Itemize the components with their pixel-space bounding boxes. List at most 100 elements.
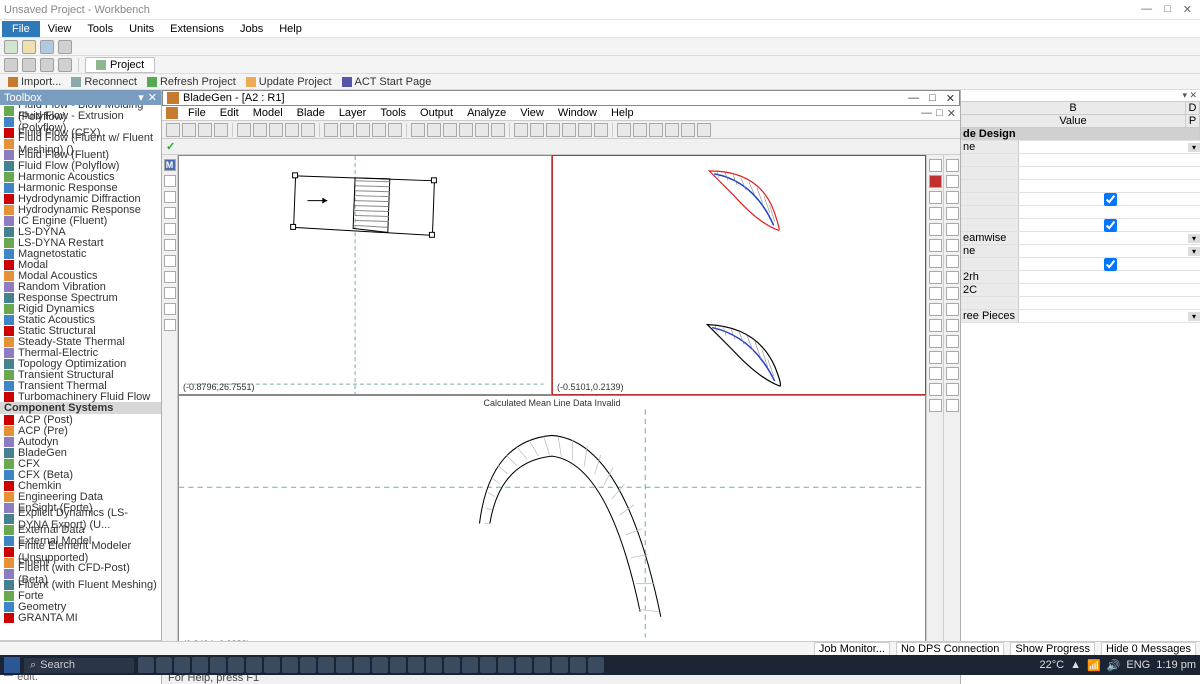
- toolbox-item[interactable]: Transient Structural: [0, 369, 161, 380]
- toolbox-item[interactable]: CFX: [0, 458, 161, 469]
- right-rail-icon[interactable]: [929, 303, 942, 316]
- toolbox-item[interactable]: Modal Acoustics: [0, 270, 161, 281]
- menu-extensions[interactable]: Extensions: [162, 21, 232, 37]
- menu-file[interactable]: File: [2, 21, 40, 37]
- bg-toolbar-icon[interactable]: [491, 123, 505, 137]
- left-rail-icon[interactable]: [164, 255, 176, 267]
- check-icon[interactable]: ✓: [166, 140, 175, 153]
- bg-toolbar-icon[interactable]: [198, 123, 212, 137]
- taskbar-app[interactable]: [426, 657, 442, 673]
- property-row[interactable]: ne▾: [961, 245, 1200, 258]
- bg-toolbar-icon[interactable]: [546, 123, 560, 137]
- left-rail-icon[interactable]: [164, 207, 176, 219]
- toolbox-item[interactable]: Fluent (with Fluent Meshing): [0, 579, 161, 590]
- taskbar-app[interactable]: [156, 657, 172, 673]
- bg-close-icon[interactable]: ✕: [946, 92, 955, 105]
- bg-toolbar-icon[interactable]: [475, 123, 489, 137]
- toolbox-item[interactable]: Fluid Flow - Extrusion (Polyflow): [0, 116, 161, 127]
- toolbox-item[interactable]: Static Structural: [0, 325, 161, 336]
- right-rail-icon[interactable]: [929, 319, 942, 332]
- taskbar-app[interactable]: [138, 657, 154, 673]
- bg-minimize-icon[interactable]: —: [908, 92, 919, 105]
- right-rail-icon[interactable]: [946, 383, 959, 396]
- right-rail-icon[interactable]: [946, 271, 959, 284]
- menu-view[interactable]: View: [40, 21, 80, 37]
- toolbox-item[interactable]: Static Acoustics: [0, 314, 161, 325]
- meanline-view[interactable]: Calculated Mean Line Data Invalid: [178, 395, 926, 652]
- left-rail-icon[interactable]: [164, 319, 176, 331]
- taskbar-search[interactable]: ⌕Search: [24, 658, 134, 673]
- property-row[interactable]: [961, 297, 1200, 310]
- right-rail-icon[interactable]: [929, 287, 942, 300]
- new-icon[interactable]: [4, 40, 18, 54]
- right-rail-icon[interactable]: [929, 191, 942, 204]
- volume-icon[interactable]: 🔊: [1107, 659, 1121, 672]
- taskbar-app[interactable]: [480, 657, 496, 673]
- property-row[interactable]: [961, 180, 1200, 193]
- toolbox-item[interactable]: Turbomachinery Fluid Flow: [0, 391, 161, 402]
- property-row[interactable]: [961, 167, 1200, 180]
- bg-toolbar-icon[interactable]: [166, 123, 180, 137]
- bg-toolbar-icon[interactable]: [427, 123, 441, 137]
- toolbox-item[interactable]: Harmonic Acoustics: [0, 171, 161, 182]
- left-rail-icon[interactable]: [164, 239, 176, 251]
- refresh-icon[interactable]: [58, 40, 72, 54]
- toolbox-item[interactable]: Fluid Flow (Fluent w/ Fluent Meshing) (): [0, 138, 161, 149]
- taskbar-app[interactable]: [534, 657, 550, 673]
- bg-toolbar-icon[interactable]: [649, 123, 663, 137]
- clock[interactable]: 1:19 pm: [1156, 659, 1196, 671]
- bg-tb2-icon-1[interactable]: [181, 141, 193, 153]
- toolbox-item[interactable]: Response Spectrum: [0, 292, 161, 303]
- right-rail-icon[interactable]: [929, 351, 942, 364]
- right-rail-icon[interactable]: [946, 287, 959, 300]
- right-rail-icon[interactable]: [946, 239, 959, 252]
- bg-toolbar-icon[interactable]: [340, 123, 354, 137]
- property-row[interactable]: [961, 219, 1200, 232]
- toolbox-item[interactable]: Hydrodynamic Diffraction: [0, 193, 161, 204]
- menu-jobs[interactable]: Jobs: [232, 21, 271, 37]
- toolbox-item[interactable]: Transient Thermal: [0, 380, 161, 391]
- toolbox-item[interactable]: ACP (Pre): [0, 425, 161, 436]
- bg-toolbar-icon[interactable]: [411, 123, 425, 137]
- bg-toolbar-icon[interactable]: [681, 123, 695, 137]
- act-start-button[interactable]: ACT Start Page: [338, 76, 436, 88]
- toolbox-item[interactable]: BladeGen: [0, 447, 161, 458]
- taskbar-app[interactable]: [192, 657, 208, 673]
- bg-toolbar-icon[interactable]: [214, 123, 228, 137]
- tb2-icon-1[interactable]: [4, 58, 18, 72]
- bg-toolbar-icon[interactable]: [530, 123, 544, 137]
- right-rail-icon[interactable]: [929, 399, 942, 412]
- project-tab[interactable]: Project: [85, 57, 155, 73]
- lang[interactable]: ENG: [1126, 659, 1150, 671]
- taskbar-app[interactable]: [354, 657, 370, 673]
- right-rail-icon[interactable]: [929, 255, 942, 268]
- right-rail-icon[interactable]: [929, 383, 942, 396]
- toolbox-item[interactable]: Finite Element Modeler (Unsupported): [0, 546, 161, 557]
- bg-menu-analyze[interactable]: Analyze: [461, 107, 512, 119]
- toolbox-item[interactable]: Fluent (with CFD-Post) (Beta): [0, 568, 161, 579]
- bg-menu-blade[interactable]: Blade: [291, 107, 331, 119]
- toolbox-item[interactable]: GRANTA MI: [0, 612, 161, 623]
- dps-status[interactable]: No DPS Connection: [896, 642, 1004, 656]
- property-row[interactable]: [961, 206, 1200, 219]
- bg-tb2-icon-2[interactable]: [199, 141, 211, 153]
- toolbox-item[interactable]: Magnetostatic: [0, 248, 161, 259]
- weather[interactable]: 22°C: [1040, 659, 1065, 671]
- meridional-view[interactable]: (-0.8796,26.7551): [178, 155, 552, 395]
- property-row[interactable]: 2C: [961, 284, 1200, 297]
- property-row[interactable]: [961, 258, 1200, 271]
- toolbox-item[interactable]: Forte: [0, 590, 161, 601]
- toolbox-item[interactable]: Harmonic Response: [0, 182, 161, 193]
- taskbar-app[interactable]: [264, 657, 280, 673]
- bg-toolbar-icon[interactable]: [617, 123, 631, 137]
- bg-toolbar-icon[interactable]: [253, 123, 267, 137]
- update-project-button[interactable]: Update Project: [242, 76, 336, 88]
- toolbox-item[interactable]: Geometry: [0, 601, 161, 612]
- show-progress-button[interactable]: Show Progress: [1010, 642, 1095, 656]
- maximize-icon[interactable]: □: [1164, 3, 1171, 16]
- property-row[interactable]: 2rh: [961, 271, 1200, 284]
- right-rail-icon[interactable]: [929, 175, 942, 188]
- bg-menu-output[interactable]: Output: [414, 107, 459, 119]
- right-rail-icon[interactable]: [929, 223, 942, 236]
- right-rail-icon[interactable]: [946, 175, 959, 188]
